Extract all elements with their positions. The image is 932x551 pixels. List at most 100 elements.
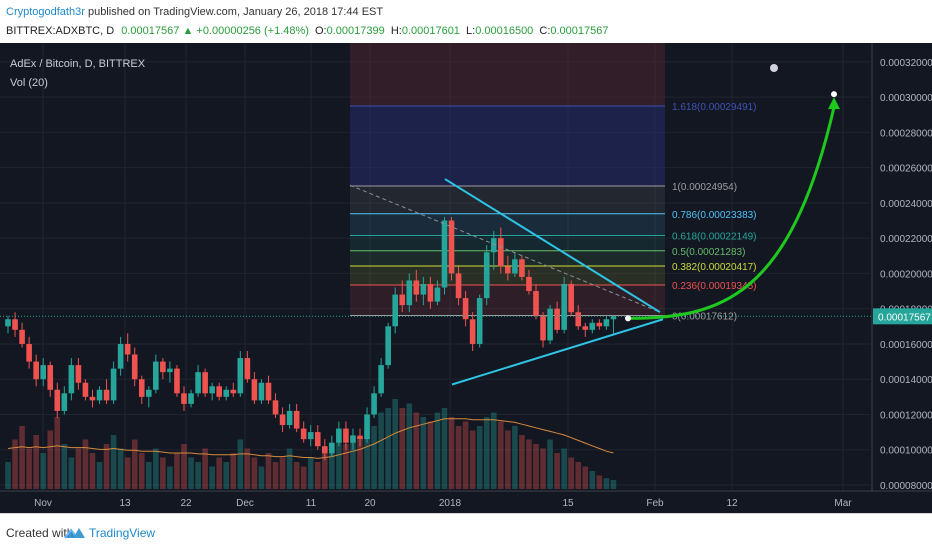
candle-body: [610, 316, 617, 320]
candle-body: [279, 414, 286, 426]
volume-bar: [406, 403, 413, 489]
candle-body: [519, 259, 525, 277]
candle-body: [216, 386, 222, 397]
tradingview-logo-icon[interactable]: [64, 525, 86, 541]
high-label: H:: [390, 25, 402, 37]
candle-body: [392, 294, 398, 327]
tradingview-brand[interactable]: TradingView: [89, 526, 156, 540]
fib-zone-top: [350, 43, 665, 107]
volume-bar: [329, 448, 335, 489]
fib-level-label: 0.5(0.00021283): [672, 247, 745, 258]
candle-body: [12, 319, 18, 330]
y-tick-label: 0.00010000: [880, 446, 932, 457]
fib-zone: [350, 186, 665, 214]
candle-body: [167, 368, 173, 373]
fib-zone: [350, 213, 665, 236]
candle-body: [434, 287, 441, 302]
volume-bar: [244, 448, 251, 489]
candle-body: [61, 393, 68, 411]
volume-ma-line: [7, 418, 614, 459]
volume-bar: [230, 453, 237, 489]
price-chart[interactable]: 0.00032000 0.00030000 0.00028000 0.00026000…: [0, 43, 932, 513]
y-tick-label: 0.00016000: [880, 340, 932, 351]
candle-body: [33, 361, 39, 380]
candle-body: [47, 365, 54, 390]
volume-bar: [188, 457, 194, 489]
candle-body: [483, 252, 490, 299]
volume-bar: [568, 457, 574, 489]
volume-bar: [399, 408, 406, 489]
current-price-tag: [873, 308, 932, 325]
volume-bar: [103, 444, 110, 489]
candle-body: [110, 368, 117, 401]
candle-body: [476, 298, 483, 344]
volume-bar: [202, 448, 208, 489]
candle-body: [385, 326, 391, 366]
volume-bar: [314, 462, 321, 489]
chart-area[interactable]: 0.00032000 0.00030000 0.00028000 0.00026000…: [0, 43, 932, 513]
candle-body: [322, 446, 328, 454]
fib-level-label: 0.382(0.00020417): [672, 262, 757, 273]
volume-bar: [124, 457, 131, 489]
fib-zone-extension: [350, 106, 665, 187]
candle-body: [413, 280, 420, 295]
x-tick-label: 13: [119, 498, 131, 509]
volume-bar: [19, 426, 25, 489]
candle-body: [26, 343, 32, 362]
y-tick-label: 0.00024000: [880, 199, 932, 210]
volume-bar: [519, 435, 525, 489]
x-tick-label: Feb: [646, 498, 664, 509]
candle-body: [75, 365, 82, 383]
y-tick-label: 0.00012000: [880, 410, 932, 421]
candle-body: [554, 308, 560, 330]
x-tick-label: Nov: [34, 498, 52, 509]
projection-start-dot: [625, 315, 631, 322]
volume-bar: [540, 448, 546, 489]
x-tick-label: 15: [562, 498, 574, 509]
candle-body: [399, 294, 406, 306]
y-tick-label: 0.00026000: [880, 164, 932, 175]
candle-body: [223, 389, 230, 397]
candle-body: [209, 386, 215, 394]
volume-bar: [279, 457, 286, 489]
candle-body: [307, 432, 314, 440]
volume-bar: [533, 444, 539, 489]
volume-bar: [420, 417, 427, 489]
volume-bar: [434, 412, 441, 489]
candle-body: [462, 298, 469, 320]
up-arrow-icon: ▲: [182, 25, 194, 37]
candle-body: [258, 382, 265, 401]
candle-body: [406, 280, 413, 306]
volume-bar: [160, 457, 166, 489]
volume-bar: [223, 462, 230, 489]
author-link[interactable]: Cryptogodfath3r: [6, 6, 85, 18]
candle-body: [286, 410, 293, 426]
volume-bar: [603, 478, 610, 489]
fib-level-label: 0.786(0.00023383): [672, 210, 757, 221]
y-tick-label: 0.00020000: [880, 269, 932, 280]
footer: Created with TradingView: [0, 513, 932, 551]
candle-body: [195, 372, 201, 394]
candle-body: [293, 410, 300, 429]
low-label: L:: [466, 25, 476, 37]
y-tick-label: 0.00030000: [880, 93, 932, 104]
volume-bar: [131, 439, 138, 489]
candle-body: [82, 382, 89, 397]
volume-bar: [392, 399, 398, 489]
volume-bar: [364, 430, 370, 489]
volume-bar: [209, 466, 215, 489]
candle-body: [505, 266, 511, 274]
x-tick-label: 20: [364, 498, 376, 509]
candle-body: [188, 393, 194, 404]
volume-bar: [307, 457, 314, 489]
candle-body: [378, 365, 384, 394]
publication-line: Cryptogodfath3r published on TradingView…: [6, 6, 383, 18]
candle-body: [96, 389, 103, 401]
volume-bar: [110, 435, 117, 489]
candle-body: [230, 389, 237, 394]
volume-bar: [322, 453, 328, 489]
candle-body: [237, 358, 244, 394]
volume-bar: [505, 430, 511, 489]
x-tick-label: 22: [180, 498, 192, 509]
candle-body: [174, 368, 180, 394]
